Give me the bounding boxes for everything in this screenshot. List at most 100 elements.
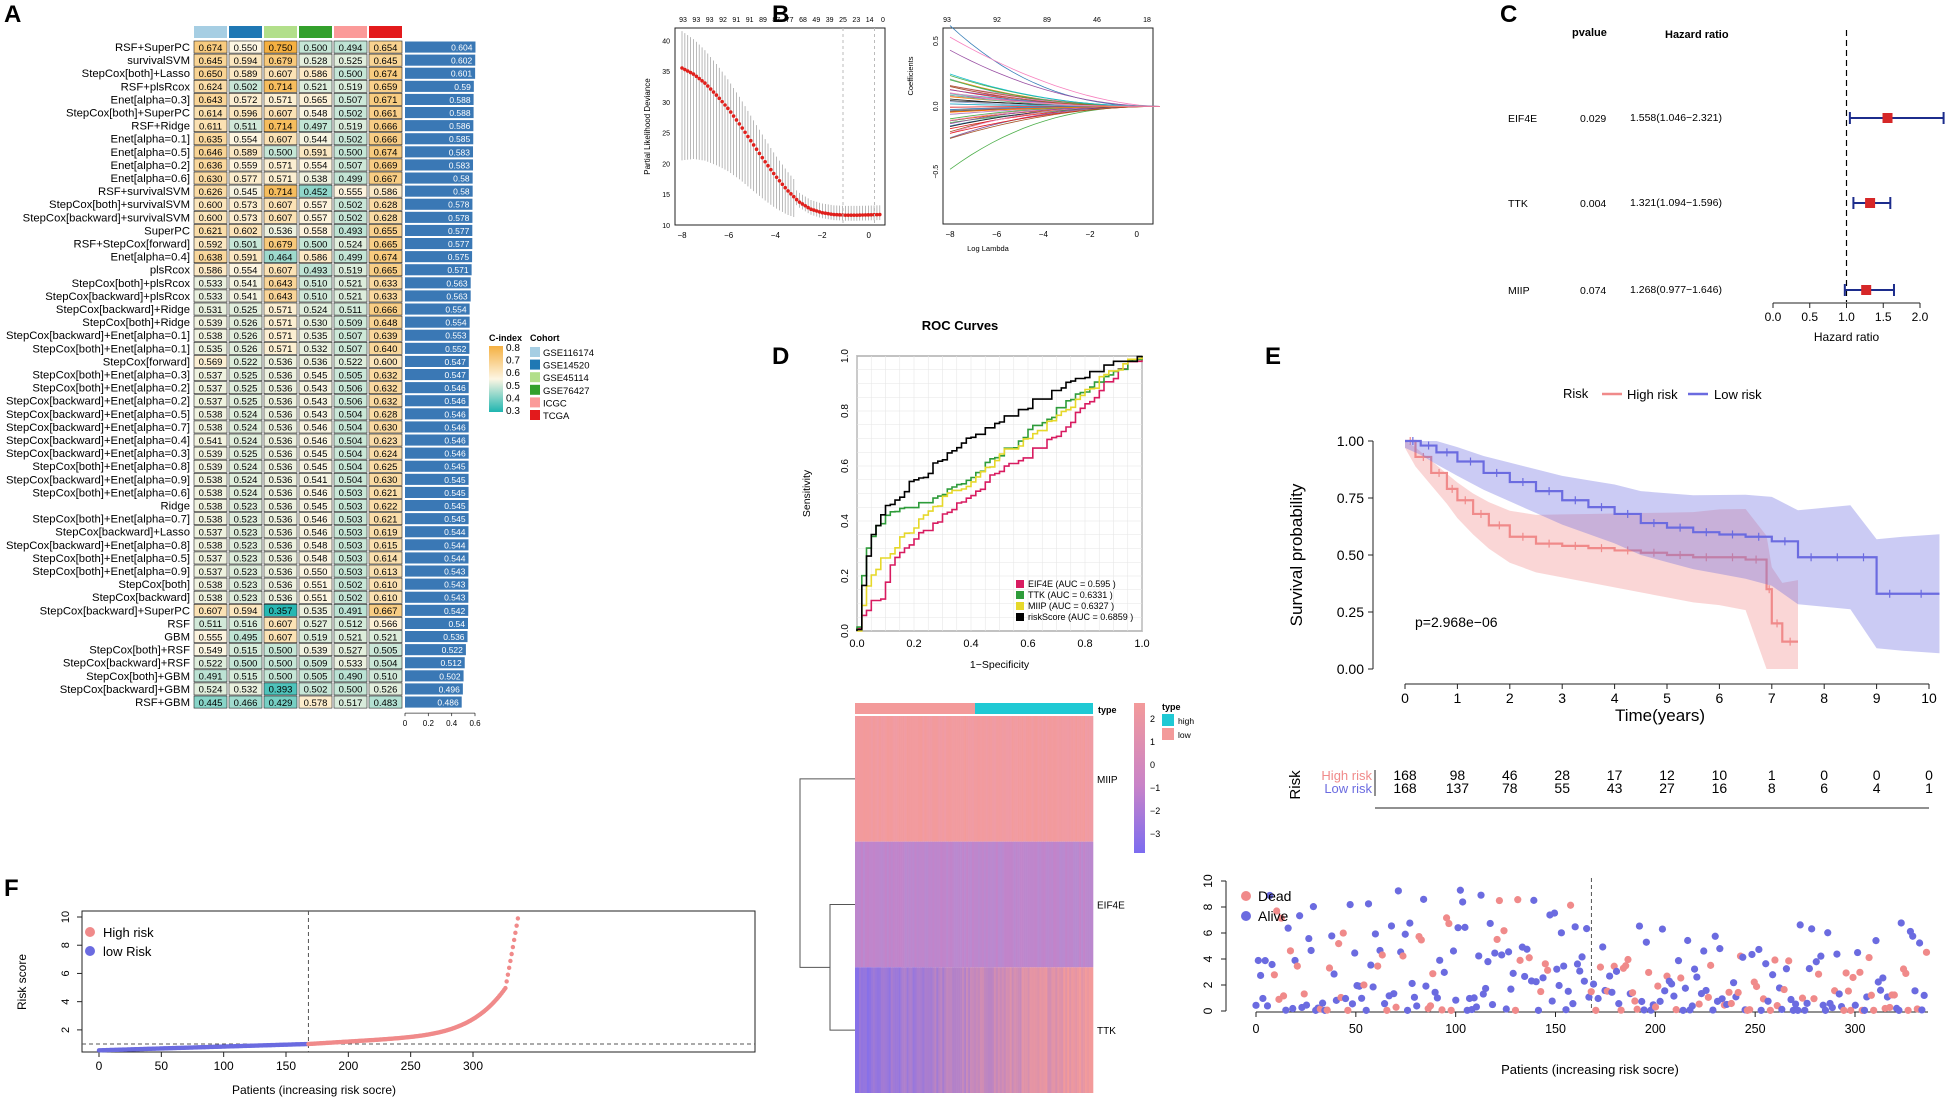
heatmap-cell bbox=[904, 716, 907, 842]
coef-plot-frame bbox=[942, 27, 1154, 225]
heatmap-cell bbox=[1001, 967, 1005, 1093]
status-point bbox=[1716, 945, 1724, 953]
cindex-value: 0.635 bbox=[199, 135, 223, 146]
cindex-cell bbox=[228, 66, 263, 80]
cindex-cell bbox=[298, 590, 333, 604]
heatmap-cell bbox=[956, 716, 959, 842]
deviance-point bbox=[700, 79, 704, 83]
cindex-value: 0.527 bbox=[339, 645, 363, 656]
type-legend-high: high bbox=[1178, 716, 1194, 726]
status-point bbox=[1608, 988, 1616, 996]
survival-x-tick: 9 bbox=[1873, 690, 1881, 706]
cindex-cell bbox=[333, 630, 368, 643]
cindex-legend-tick: 0.6 bbox=[506, 368, 520, 379]
heatmap-cell bbox=[920, 841, 923, 968]
deviance-top-tick: 87 bbox=[772, 17, 780, 24]
status-point bbox=[1318, 999, 1327, 1007]
heatmap-cell bbox=[882, 967, 886, 1093]
status-point bbox=[1282, 1006, 1290, 1014]
status-point bbox=[1367, 961, 1375, 969]
status-point bbox=[1656, 997, 1664, 1005]
cindex-legend-tick: 0.3 bbox=[506, 406, 520, 417]
heatmap-cell bbox=[884, 716, 888, 842]
status-point bbox=[1378, 951, 1386, 959]
survival-curve bbox=[1405, 439, 1940, 595]
survival-x-tick: 3 bbox=[1558, 690, 1566, 706]
cindex-value: 0.648 bbox=[374, 318, 398, 329]
deviance-point bbox=[837, 213, 842, 217]
deviance-top-tick: 91 bbox=[732, 17, 740, 24]
heatmap-cell bbox=[975, 967, 979, 1093]
cindex-value: 0.586 bbox=[199, 266, 223, 277]
deviance-point bbox=[823, 211, 828, 216]
cindex-cell bbox=[263, 106, 298, 119]
status-point bbox=[1576, 967, 1584, 975]
cindex-cell bbox=[228, 328, 263, 342]
heatmap-cell bbox=[1047, 841, 1050, 968]
roc-curve bbox=[856, 356, 1143, 631]
cindex-cell bbox=[333, 302, 368, 316]
cohort-legend-label: TCGA bbox=[543, 411, 570, 422]
cindex-value: 0.632 bbox=[374, 397, 398, 408]
heatmap-cell bbox=[894, 716, 897, 842]
cindex-value: 0.517 bbox=[339, 698, 363, 709]
dendrogram-branch bbox=[799, 778, 855, 968]
cindex-cell bbox=[228, 617, 263, 630]
cindex-cell bbox=[333, 40, 368, 54]
survival-curve bbox=[1405, 439, 1798, 643]
method-label: StepCox[both]+Enet[alpha=0.3] bbox=[32, 370, 190, 382]
status-point bbox=[1764, 997, 1772, 1005]
heatmap-cell bbox=[932, 716, 935, 842]
status-x-tick: 150 bbox=[1545, 1022, 1566, 1036]
cindex-cell bbox=[263, 40, 298, 54]
cindex-value: 0.524 bbox=[234, 410, 258, 421]
cindex-cell bbox=[193, 211, 228, 224]
cindex-cell bbox=[228, 590, 263, 604]
cindex-value: 0.533 bbox=[199, 292, 223, 303]
mean-cindex-label: 0.601 bbox=[451, 69, 473, 79]
cindex-value: 0.538 bbox=[199, 475, 223, 486]
cindex-legend-tick: 0.8 bbox=[506, 343, 520, 354]
mean-cindex-label: 0.496 bbox=[439, 684, 461, 694]
heatmap-cell bbox=[983, 841, 987, 968]
cindex-cell bbox=[263, 459, 298, 473]
heatmap-cell bbox=[1061, 967, 1064, 1093]
cindex-cell bbox=[193, 106, 228, 119]
mean-cindex-label: 0.54 bbox=[448, 619, 465, 629]
heatmap-cell bbox=[1081, 841, 1084, 968]
heatmap-cell bbox=[1035, 841, 1038, 968]
deviance-point bbox=[691, 72, 696, 76]
cindex-cell bbox=[193, 525, 228, 539]
forest-axis-tick-label: 1.0 bbox=[1838, 310, 1855, 324]
status-point bbox=[1284, 924, 1292, 932]
status-point bbox=[1380, 1000, 1389, 1008]
heatmap-cell bbox=[964, 967, 967, 1093]
cindex-cell bbox=[193, 263, 228, 277]
survival-x-tick: 6 bbox=[1716, 690, 1724, 706]
status-point bbox=[1406, 919, 1414, 927]
cindex-cell bbox=[368, 525, 403, 539]
forest-axis-tick-label: 0.5 bbox=[1801, 310, 1818, 324]
cindex-value: 0.524 bbox=[234, 423, 258, 434]
roc-x-tick: 0.6 bbox=[1020, 638, 1035, 650]
heatmap-cell bbox=[1031, 841, 1034, 968]
status-point bbox=[1798, 994, 1807, 1002]
cindex-cell bbox=[228, 564, 263, 578]
cindex-cell bbox=[298, 420, 333, 434]
risk-table-value: 4 bbox=[1873, 780, 1881, 796]
heatmap-cell bbox=[1009, 967, 1012, 1093]
cindex-value: 0.523 bbox=[234, 580, 258, 591]
cindex-cell bbox=[298, 40, 333, 54]
method-label: StepCox[backward]+Ridge bbox=[56, 304, 190, 316]
status-point bbox=[1300, 990, 1308, 998]
cindex-cell bbox=[333, 459, 368, 473]
heatmap-cell bbox=[964, 716, 967, 842]
deviance-point bbox=[857, 213, 862, 217]
mean-cindex-bar bbox=[405, 54, 476, 66]
status-point bbox=[1578, 953, 1586, 961]
cindex-cell bbox=[333, 446, 368, 460]
cindex-value: 0.639 bbox=[374, 331, 398, 342]
cindex-value: 0.530 bbox=[304, 318, 328, 329]
heatmap-cell bbox=[930, 841, 933, 968]
risk-table-value: 0 bbox=[1873, 767, 1881, 783]
